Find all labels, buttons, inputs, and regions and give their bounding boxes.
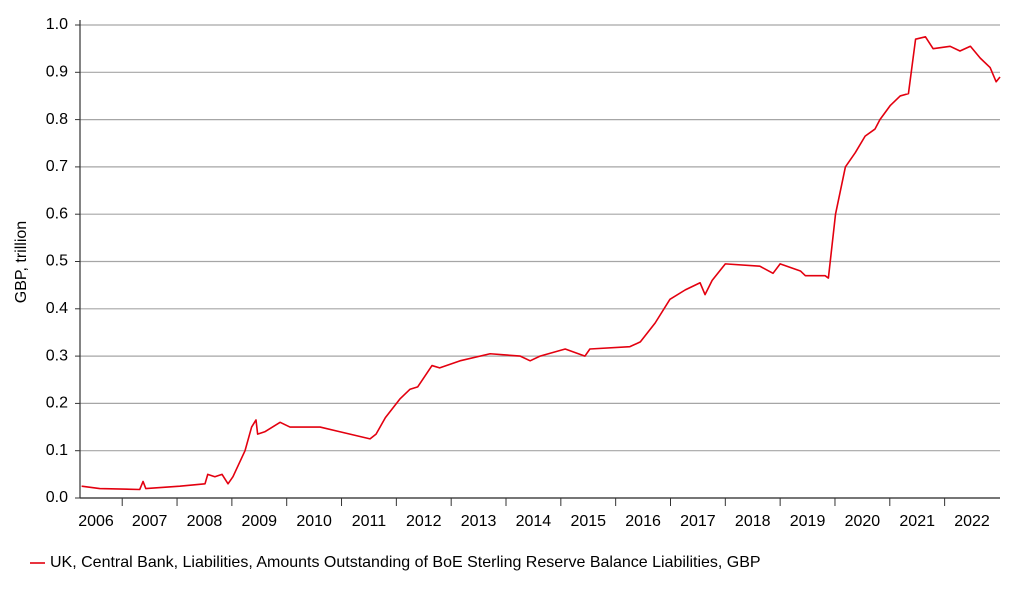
x-tick-label: 2018 — [735, 513, 771, 530]
y-tick-label: 0.5 — [46, 253, 68, 270]
x-tick-label: 2021 — [899, 513, 935, 530]
series-line — [81, 36, 1001, 491]
y-tick-label: 0.6 — [46, 205, 68, 222]
y-tick-label: 0.8 — [46, 111, 68, 128]
x-tick-label: 2015 — [570, 513, 606, 530]
x-tick-label: 2022 — [954, 513, 990, 530]
x-tick-label: 2009 — [241, 513, 277, 530]
y-tick-label: 0.0 — [46, 489, 68, 506]
x-tick-label: 2010 — [296, 513, 332, 530]
x-tick-label: 2020 — [845, 513, 881, 530]
y-tick-label: 0.1 — [46, 442, 68, 459]
x-tick-label: 2007 — [132, 513, 168, 530]
x-tick-label: 2019 — [790, 513, 826, 530]
y-tick-label: 0.9 — [46, 64, 68, 81]
legend-label: UK, Central Bank, Liabilities, Amounts O… — [50, 554, 761, 571]
y-tick-label: 0.7 — [46, 158, 68, 175]
y-tick-label: 0.2 — [46, 395, 68, 412]
x-tick-label: 2016 — [625, 513, 661, 530]
y-tick-label: 0.3 — [46, 347, 68, 364]
y-tick-label: 0.4 — [46, 300, 68, 317]
x-tick-label: 2006 — [78, 513, 114, 530]
x-tick-label: 2012 — [406, 513, 442, 530]
x-tick-label: 2008 — [187, 513, 223, 530]
y-axis-label: GBP, trillion — [13, 221, 30, 303]
y-tick-label: 1.0 — [46, 16, 68, 33]
x-tick-label: 2017 — [680, 513, 716, 530]
x-tick-label: 2014 — [516, 513, 552, 530]
x-tick-label: 2011 — [352, 513, 387, 530]
x-tick-label: 2013 — [461, 513, 497, 530]
